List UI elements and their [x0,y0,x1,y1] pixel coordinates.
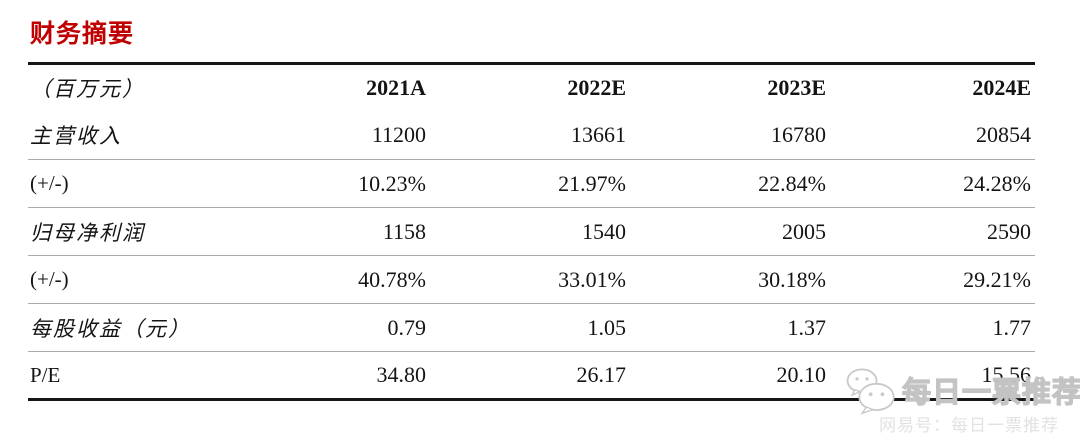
table-cell: 40.78% [358,266,426,292]
table-cell: 16780 [771,122,826,148]
column-header: 2023E [767,75,826,101]
table-row: 主营收入 11200 13661 16780 20854 [28,112,1035,160]
table-cell: 1158 [382,218,426,244]
row-label: 归母净利润 [30,220,145,245]
unit-header: （百万元） [30,77,145,102]
column-header: 2022E [567,75,626,101]
row-label: 每股收益（元） [30,316,191,341]
table-row: P/E 34.80 26.17 20.10 15.56 [28,352,1035,400]
table-cell: 11200 [371,122,426,148]
table-cell: 0.79 [387,314,427,340]
table-body: 主营收入 11200 13661 16780 20854 (+/-) 10.23% 21.97… [28,112,1035,400]
table-cell: 13661 [571,122,626,148]
table-cell: 22.84% [758,170,826,196]
table-row: (+/-) 40.78% 33.01% 30.18% 29.21% [28,256,1035,304]
row-label: (+/-) [30,171,69,195]
table-cell: 24.28% [963,170,1031,196]
table-cell: 33.01% [558,266,626,292]
column-header: 2024E [972,75,1031,101]
table-header-row: （百万元） 2021A 2022E 2023E 2024E [28,64,1035,112]
table-cell: 1540 [582,218,626,244]
table-cell: 2590 [987,218,1031,244]
watermark-subtext: 网易号：每日一票推荐 [879,416,1059,435]
table-cell: 34.80 [376,362,427,387]
table-cell: 29.21% [963,266,1031,292]
row-label: 主营收入 [30,124,122,149]
table-row: 每股收益（元） 0.79 1.05 1.37 1.77 [28,304,1035,352]
table-row: (+/-) 10.23% 21.97% 22.84% 24.28% [28,160,1035,208]
table-cell: 30.18% [758,266,826,292]
column-header: 2021A [366,75,426,101]
table-cell: 15.56 [981,362,1032,387]
row-label: P/E [30,362,61,387]
table-row: 归母净利润 1158 1540 2005 2590 [28,208,1035,256]
page-title: 财务摘要 [30,20,135,48]
table-cell: 1.77 [992,314,1032,340]
financial-summary-table-wrap: （百万元） 2021A 2022E 2023E 2024E 主营收入 11200 1366… [28,62,1035,401]
table-cell: 1.37 [787,314,827,340]
table-cell: 20.10 [776,362,827,387]
table-cell: 21.97% [558,170,626,196]
table-cell: 1.05 [587,314,627,340]
table-cell: 20854 [976,122,1031,148]
table-cell: 26.17 [576,362,627,387]
row-label: (+/-) [30,267,69,291]
table-cell: 10.23% [358,170,426,196]
table-cell: 2005 [782,218,826,244]
financial-summary-table: （百万元） 2021A 2022E 2023E 2024E 主营收入 11200 1366… [28,62,1035,401]
